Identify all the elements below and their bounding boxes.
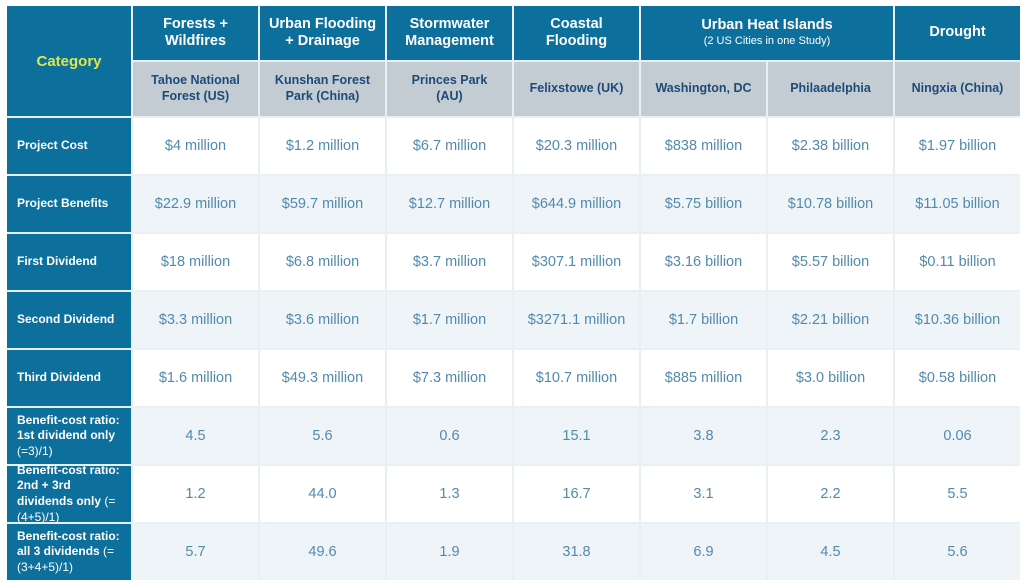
row-label-bcr-all-dividends: Benefit-cost ratio: all 3 dividends (=(3… [7, 524, 131, 580]
value-cell: $7.3 million [387, 350, 512, 406]
row-label-third-dividend: Third Dividend [7, 350, 131, 406]
value-cell: 49.6 [260, 524, 385, 580]
value-cell: $3271.1 million [514, 292, 639, 348]
value-cell: 0.06 [895, 408, 1020, 464]
value-cell: $3.7 million [387, 234, 512, 290]
value-cell: $3.3 million [133, 292, 258, 348]
value-cell: 5.6 [260, 408, 385, 464]
col-header-drought: Drought [895, 6, 1020, 60]
site-header-ningxia: Ningxia (China) [895, 62, 1020, 116]
value-cell: $3.16 billion [641, 234, 766, 290]
value-cell: $49.3 million [260, 350, 385, 406]
value-cell: $2.21 billion [768, 292, 893, 348]
value-cell: 15.1 [514, 408, 639, 464]
value-cell: $22.9 million [133, 176, 258, 232]
value-cell: 31.8 [514, 524, 639, 580]
value-cell: $59.7 million [260, 176, 385, 232]
value-cell: $1.7 billion [641, 292, 766, 348]
value-cell: $644.9 million [514, 176, 639, 232]
value-cell: 2.2 [768, 466, 893, 522]
site-header-kunshan: Kunshan Forest Park (China) [260, 62, 385, 116]
col-header-forests-wildfires: Forests + Wildfires [133, 6, 258, 60]
value-cell: $838 million [641, 118, 766, 174]
row-label-bcr-second-third-dividends: Benefit-cost ratio: 2nd + 3rd dividends … [7, 463, 131, 524]
col-header-subtitle: (2 US Cities in one Study) [703, 35, 831, 48]
category-header-cell: Category [7, 6, 131, 116]
col-header-stormwater: Stormwater Management [387, 6, 512, 60]
value-cell: $6.7 million [387, 118, 512, 174]
value-cell: $6.8 million [260, 234, 385, 290]
row-label-first-dividend: First Dividend [7, 234, 131, 290]
value-cell: $4 million [133, 118, 258, 174]
value-cell: $1.7 million [387, 292, 512, 348]
value-cell: $0.11 billion [895, 234, 1020, 290]
row-label-second-dividend: Second Dividend [7, 292, 131, 348]
value-cell: 3.8 [641, 408, 766, 464]
col-header-title: Stormwater Management [405, 15, 494, 49]
value-cell: 5.6 [895, 524, 1020, 580]
site-header-tahoe: Tahoe National Forest (US) [133, 62, 258, 116]
value-cell: $307.1 million [514, 234, 639, 290]
value-cell: $1.6 million [133, 350, 258, 406]
value-cell: 0.6 [387, 408, 512, 464]
value-cell: $10.7 million [514, 350, 639, 406]
row-label-project-benefits: Project Benefits [7, 176, 131, 232]
col-header-title: Drought [929, 24, 986, 41]
category-header-label: Category [36, 52, 102, 70]
value-cell: $11.05 billion [895, 176, 1020, 232]
site-header-felixstowe: Felixstowe (UK) [514, 62, 639, 116]
value-cell: 2.3 [768, 408, 893, 464]
row-label-project-cost: Project Cost [7, 118, 131, 174]
value-cell: $10.36 billion [895, 292, 1020, 348]
col-header-title: Urban Heat Islands [701, 17, 833, 34]
col-header-urban-flooding: Urban Flooding + Drainage [260, 6, 385, 60]
value-cell: $18 million [133, 234, 258, 290]
value-cell: 1.9 [387, 524, 512, 580]
formula-note: (=3)/1) [17, 443, 53, 458]
value-cell: $10.78 billion [768, 176, 893, 232]
value-cell: 16.7 [514, 466, 639, 522]
row-label-bcr-first-dividend: Benefit-cost ratio: 1st dividend only (=… [7, 408, 131, 464]
value-cell: 1.2 [133, 466, 258, 522]
value-cell: 44.0 [260, 466, 385, 522]
value-cell: $3.6 million [260, 292, 385, 348]
value-cell: $12.7 million [387, 176, 512, 232]
col-header-title: Coastal Flooding [545, 15, 608, 49]
value-cell: $0.58 billion [895, 350, 1020, 406]
col-header-title: Forests + Wildfires [163, 15, 228, 49]
col-header-title: Urban Flooding + Drainage [268, 15, 377, 49]
value-cell: 5.7 [133, 524, 258, 580]
value-cell: 4.5 [768, 524, 893, 580]
value-cell: $1.97 billion [895, 118, 1020, 174]
value-cell: $5.57 billion [768, 234, 893, 290]
value-cell: $1.2 million [260, 118, 385, 174]
value-cell: 3.1 [641, 466, 766, 522]
site-header-washington-dc: Washington, DC [641, 62, 766, 116]
site-header-philadelphia: Philaadelphia [768, 62, 893, 116]
site-header-princes-park: Princes Park (AU) [387, 62, 512, 116]
value-cell: 1.3 [387, 466, 512, 522]
value-cell: $2.38 billion [768, 118, 893, 174]
benefit-cost-table: Category Forests + Wildfires Urban Flood… [7, 6, 1020, 580]
col-header-urban-heat-islands: Urban Heat Islands (2 US Cities in one S… [641, 6, 893, 60]
value-cell: $5.75 billion [641, 176, 766, 232]
formula-note: (=(4+5)/1) [17, 494, 116, 524]
value-cell: 5.5 [895, 466, 1020, 522]
value-cell: $885 million [641, 350, 766, 406]
col-header-coastal-flooding: Coastal Flooding [514, 6, 639, 60]
value-cell: 6.9 [641, 524, 766, 580]
formula-note: (=(3+4+5)/1) [17, 544, 115, 574]
value-cell: $3.0 billion [768, 350, 893, 406]
value-cell: $20.3 million [514, 118, 639, 174]
value-cell: 4.5 [133, 408, 258, 464]
